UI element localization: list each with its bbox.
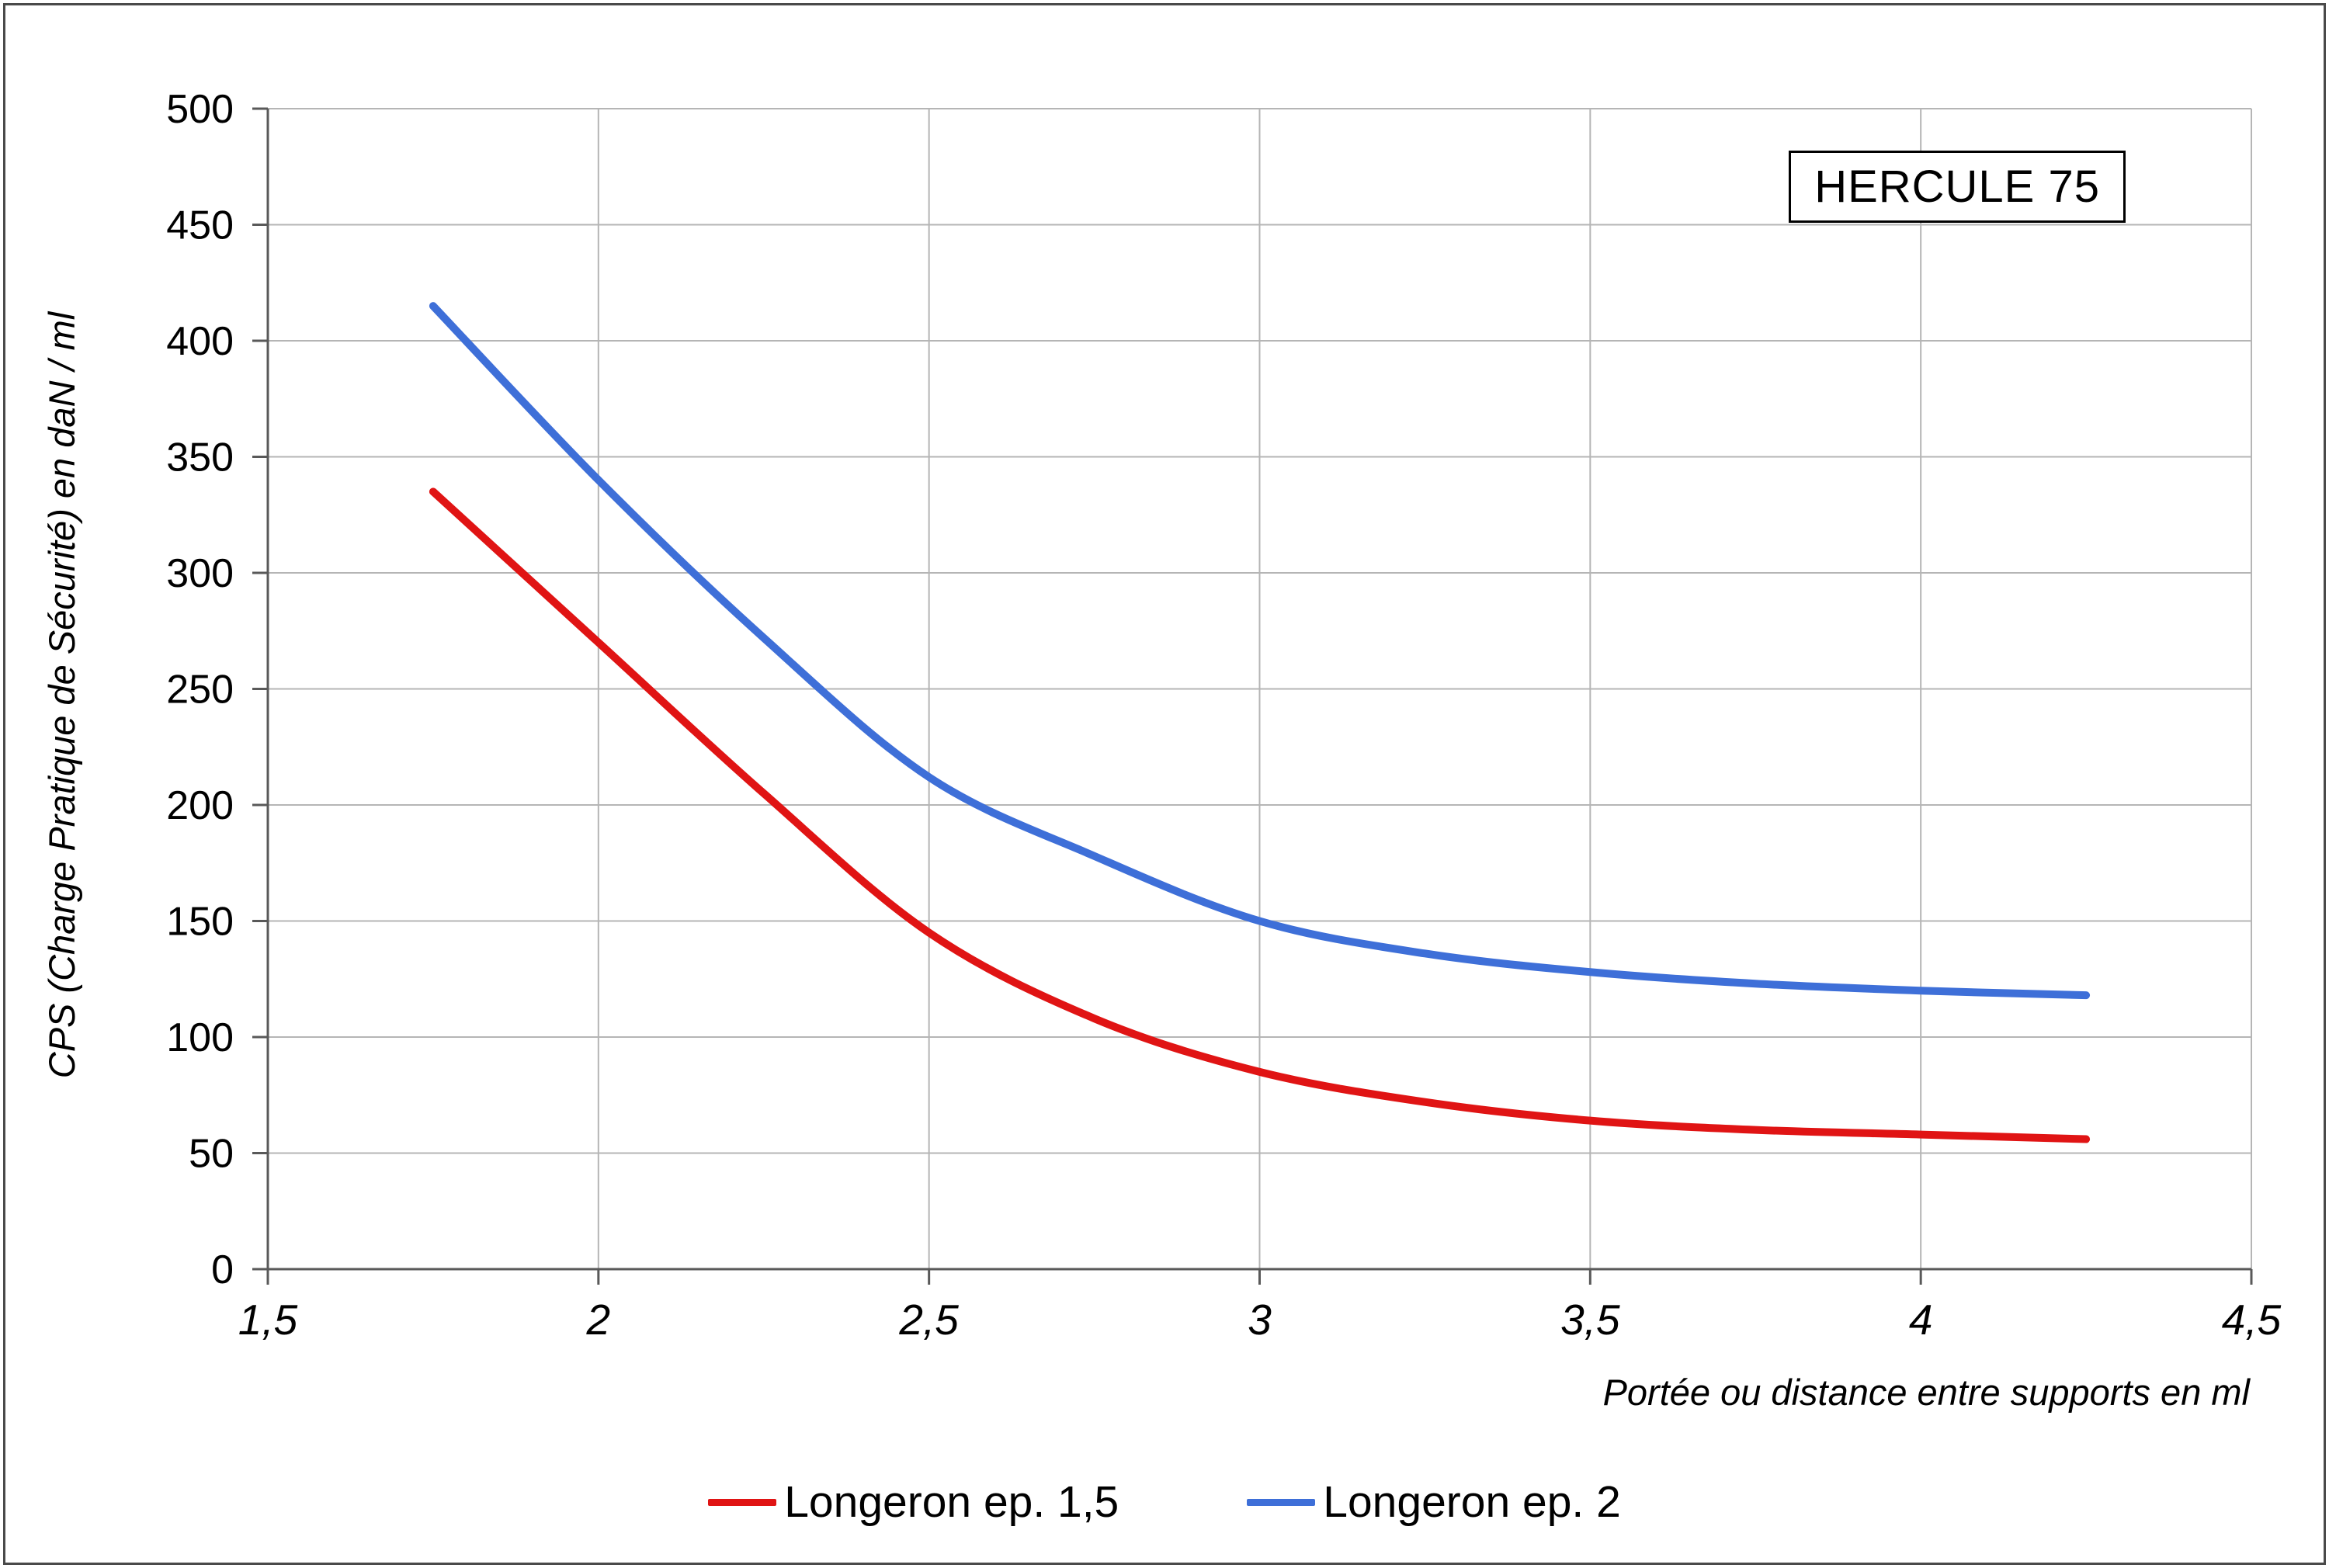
svg-text:2: 2: [586, 1296, 611, 1344]
svg-text:300: 300: [166, 551, 234, 596]
legend-item-longeron-1-5: Longeron ep. 1,5: [708, 1476, 1119, 1528]
svg-text:100: 100: [166, 1015, 234, 1060]
chart-title-box: HERCULE 75: [1789, 151, 2126, 223]
y-axis-title: CPS (Charge Pratique de Sécurité) en daN…: [40, 311, 82, 1079]
chart-legend: Longeron ep. 1,5 Longeron ep. 2: [0, 1476, 2329, 1528]
svg-text:2,5: 2,5: [898, 1296, 959, 1344]
svg-text:50: 50: [189, 1132, 234, 1177]
legend-item-longeron-2: Longeron ep. 2: [1247, 1476, 1621, 1528]
svg-text:0: 0: [211, 1247, 234, 1292]
legend-line-icon: [1247, 1498, 1316, 1506]
svg-text:200: 200: [166, 783, 234, 828]
svg-text:150: 150: [166, 900, 234, 945]
x-axis-title: Portée ou distance entre supports en ml: [1602, 1372, 2250, 1413]
chart-frame: [3, 3, 2326, 1565]
svg-text:250: 250: [166, 668, 234, 713]
svg-text:3,5: 3,5: [1560, 1296, 1620, 1344]
svg-text:400: 400: [166, 319, 234, 364]
svg-text:3: 3: [1248, 1296, 1272, 1344]
svg-text:450: 450: [166, 203, 234, 248]
legend-label: Longeron ep. 2: [1323, 1477, 1621, 1527]
svg-text:4: 4: [1909, 1296, 1933, 1344]
svg-text:4,5: 4,5: [2222, 1296, 2282, 1344]
svg-text:350: 350: [166, 435, 234, 480]
legend-line-icon: [708, 1498, 777, 1506]
svg-text:1,5: 1,5: [238, 1296, 298, 1344]
svg-text:500: 500: [166, 87, 234, 132]
legend-label: Longeron ep. 1,5: [784, 1477, 1119, 1527]
